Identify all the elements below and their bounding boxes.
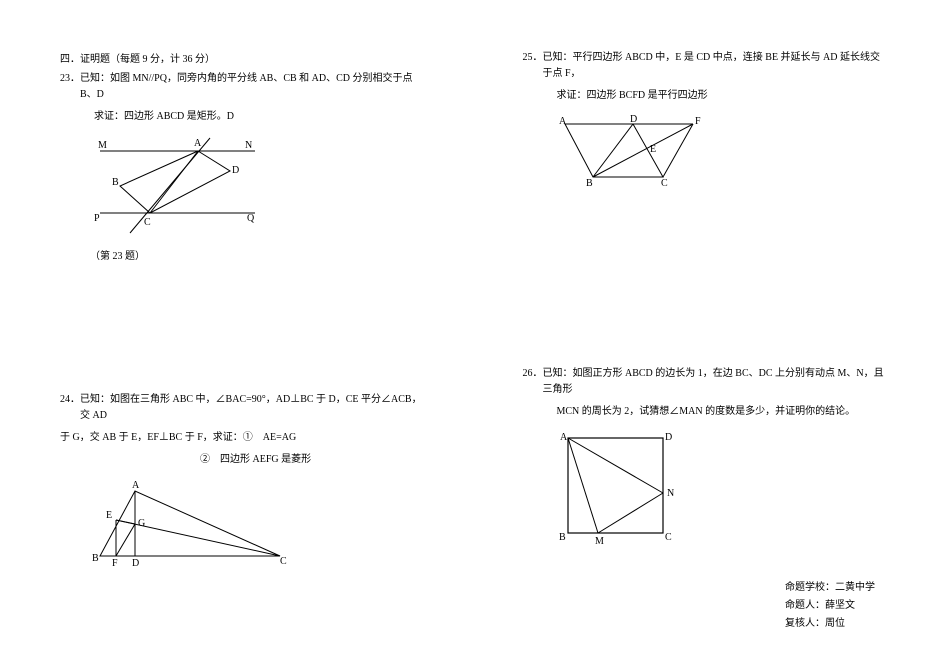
p25-line2: 求证：四边形 BCFD 是平行四边形: [523, 88, 886, 104]
p25-svg: A D F B C E: [553, 112, 713, 192]
lbl-P: P: [94, 213, 100, 224]
right-column: 25．已知：平行四边形 ABCD 中，E 是 CD 中点，连接 BE 并延长与 …: [523, 50, 886, 618]
credit-author-val: 薛坚文: [825, 600, 855, 611]
left-column: 四．证明题（每题 9 分，计 36 分） 23．已知：如图 MN//PQ，同旁内…: [60, 50, 423, 618]
problem-25: 25．已知：平行四边形 ABCD 中，E 是 CD 中点，连接 BE 并延长与 …: [523, 50, 886, 196]
p24-text1: 已知：如图在三角形 ABC 中，∠BAC=90°，AD⊥BC 于 D，CE 平分…: [80, 394, 422, 421]
p26-figure: A D B C M N: [553, 428, 886, 548]
lbl-F24: F: [112, 558, 118, 569]
p26-num: 26．: [523, 368, 543, 379]
credit-reviewer-val: 周位: [825, 618, 845, 629]
credit-school-val: 二黄中学: [835, 582, 875, 593]
lbl-C25: C: [661, 178, 668, 189]
lbl-B24: B: [92, 553, 99, 564]
lbl-B25: B: [586, 178, 593, 189]
p24-line1: 24．已知：如图在三角形 ABC 中，∠BAC=90°，AD⊥BC 于 D，CE…: [60, 392, 423, 424]
p26-line1: 26．已知：如图正方形 ABCD 的边长为 1，在边 BC、DC 上分别有动点 …: [523, 366, 886, 398]
lbl-A24: A: [132, 480, 140, 491]
p24-figure: A B C D E F G: [90, 476, 423, 571]
p24-num: 24．: [60, 394, 80, 405]
lbl-E24: E: [106, 510, 112, 521]
credit-reviewer-label: 复核人：: [785, 618, 825, 629]
problem-24: 24．已知：如图在三角形 ABC 中，∠BAC=90°，AD⊥BC 于 D，CE…: [60, 392, 423, 575]
p23-caption: （第 23 题）: [60, 247, 423, 262]
lbl-B: B: [112, 177, 119, 188]
lbl-D24: D: [132, 558, 139, 569]
spacer-right: [523, 226, 886, 366]
p26-line2: MCN 的周长为 2，试猜想∠MAN 的度数是多少，并证明你的结论。: [523, 404, 886, 420]
lbl-A: A: [194, 138, 202, 149]
lbl-C26: C: [665, 532, 672, 543]
p23-svg: M N P Q A B C D: [90, 133, 260, 243]
p24-line3: ② 四边形 AEFG 是菱形: [60, 452, 423, 468]
problem-26: 26．已知：如图正方形 ABCD 的边长为 1，在边 BC、DC 上分别有动点 …: [523, 366, 886, 552]
lbl-N: N: [245, 140, 252, 151]
lbl-B26: B: [559, 532, 566, 543]
page-container: 四．证明题（每题 9 分，计 36 分） 23．已知：如图 MN//PQ，同旁内…: [60, 50, 885, 618]
credits-block: 命题学校：二黄中学 命题人：薛坚文 复核人：周位: [785, 579, 875, 633]
credit-author: 命题人：薛坚文: [785, 597, 875, 615]
section-header: 四．证明题（每题 9 分，计 36 分）: [60, 50, 423, 65]
p23-line2: 求证：四边形 ABCD 是矩形。D: [60, 109, 423, 125]
lbl-A26: A: [560, 432, 568, 443]
credit-reviewer: 复核人：周位: [785, 615, 875, 633]
credit-school-label: 命题学校：: [785, 582, 835, 593]
lbl-D26: D: [665, 432, 672, 443]
lbl-D: D: [232, 165, 239, 176]
lbl-E25: E: [650, 144, 656, 155]
p25-figure: A D F B C E: [553, 112, 886, 192]
spacer-left: [60, 292, 423, 392]
lbl-C: C: [144, 217, 151, 228]
p24-line2: 于 G，交 AB 于 E，EF⊥BC 于 F，求证：① AE=AG: [60, 430, 423, 446]
problem-23: 23．已知：如图 MN//PQ，同旁内角的平分线 AB、CB 和 AD、CD 分…: [60, 71, 423, 262]
lbl-A25: A: [559, 116, 567, 127]
lbl-M: M: [98, 140, 107, 151]
p24-svg: A B C D E F G: [90, 476, 290, 571]
credit-author-label: 命题人：: [785, 600, 825, 611]
lbl-F25: F: [695, 116, 701, 127]
p23-figure: M N P Q A B C D: [90, 133, 423, 243]
p25-num: 25．: [523, 52, 543, 63]
p23-num: 23．: [60, 73, 80, 84]
p25-text1: 已知：平行四边形 ABCD 中，E 是 CD 中点，连接 BE 并延长与 AD …: [543, 52, 881, 79]
p26-text1: 已知：如图正方形 ABCD 的边长为 1，在边 BC、DC 上分别有动点 M、N…: [543, 368, 884, 395]
p23-text1: 已知：如图 MN//PQ，同旁内角的平分线 AB、CB 和 AD、CD 分别相交…: [80, 73, 413, 100]
credit-school: 命题学校：二黄中学: [785, 579, 875, 597]
lbl-Q: Q: [247, 213, 255, 224]
p23-line1: 23．已知：如图 MN//PQ，同旁内角的平分线 AB、CB 和 AD、CD 分…: [60, 71, 423, 103]
lbl-G24: G: [138, 518, 145, 529]
lbl-N26: N: [667, 488, 674, 499]
lbl-D25: D: [630, 114, 637, 125]
p25-line1: 25．已知：平行四边形 ABCD 中，E 是 CD 中点，连接 BE 并延长与 …: [523, 50, 886, 82]
lbl-C24: C: [280, 556, 287, 567]
lbl-M26: M: [595, 536, 604, 547]
p26-svg: A D B C M N: [553, 428, 683, 548]
